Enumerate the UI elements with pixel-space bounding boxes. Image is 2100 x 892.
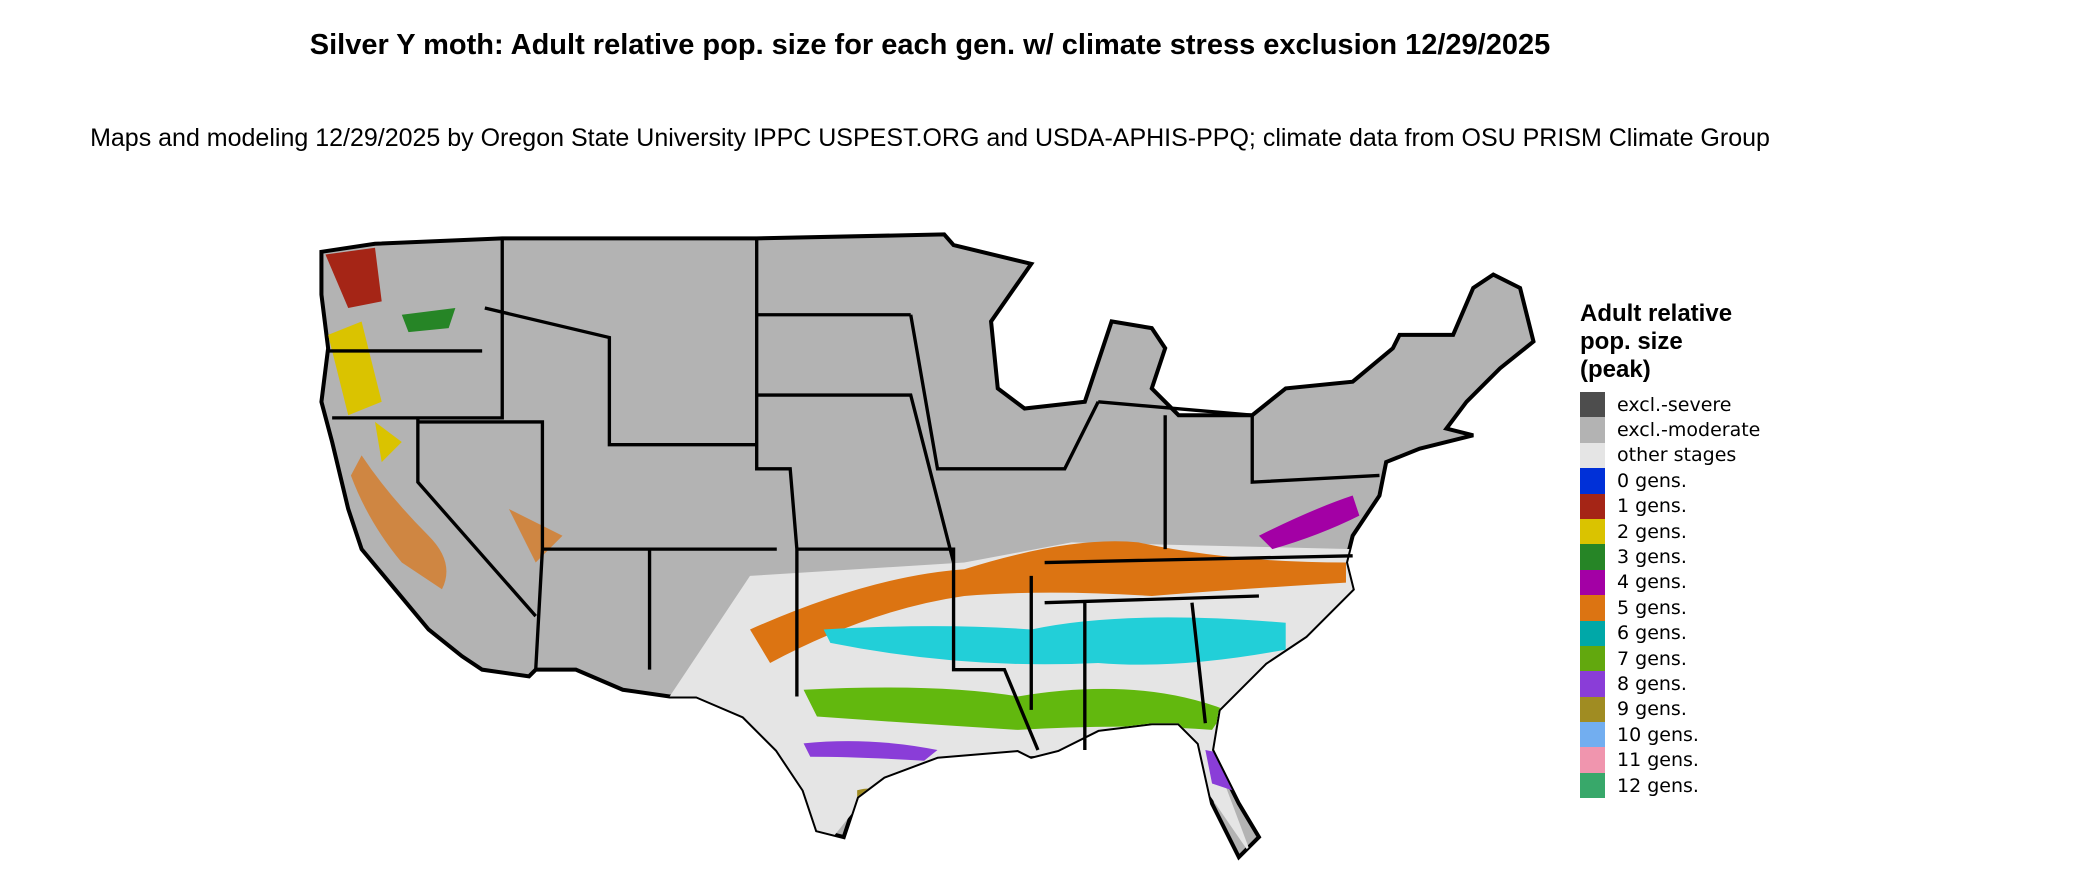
legend: Adult relative pop. size (peak) excl.-se…	[1580, 300, 1761, 799]
legend-label: 3 gens.	[1617, 546, 1687, 569]
legend-item: 0 gens.	[1580, 468, 1760, 494]
legend-label: excl.-severe	[1617, 393, 1732, 416]
legend-label: 11 gens.	[1617, 749, 1699, 772]
legend-label: 7 gens.	[1617, 647, 1687, 670]
legend-item: 6 gens.	[1580, 620, 1760, 646]
legend-item: 1 gens.	[1580, 493, 1760, 519]
legend-label: 5 gens.	[1617, 596, 1687, 619]
zone-west-1-gens	[325, 247, 382, 309]
legend-item: other stages	[1580, 442, 1760, 469]
legend-title: Adult relative pop. size (peak)	[1580, 300, 1760, 384]
legend-item: excl.-severe	[1580, 392, 1760, 418]
zone-8-gens	[803, 741, 1239, 791]
state-borders	[328, 238, 1380, 751]
legend-swatch	[1580, 747, 1605, 773]
legend-swatch	[1580, 493, 1605, 519]
legend-item: 4 gens.	[1580, 569, 1760, 596]
legend-item: 8 gens.	[1580, 671, 1760, 697]
legend-item: 9 gens.	[1580, 696, 1760, 723]
zone-6-gens	[823, 617, 1286, 665]
legend-swatch	[1580, 772, 1605, 799]
legend-item: 7 gens.	[1580, 645, 1760, 672]
legend-label: 12 gens.	[1617, 774, 1699, 797]
legend-item: 10 gens.	[1580, 722, 1760, 748]
legend-item: 5 gens.	[1580, 595, 1760, 621]
zone-5-gens	[750, 541, 1346, 663]
legend-swatch	[1580, 569, 1605, 596]
legend-item: 12 gens.	[1580, 772, 1760, 799]
legend-items: excl.-severe excl.-moderate other stages 0 …	[1580, 392, 1761, 799]
zone-7-gens	[803, 687, 1226, 730]
zone-4-gens	[1258, 495, 1360, 550]
legend-swatch	[1580, 595, 1605, 621]
zone-west-2-gens	[328, 321, 402, 463]
legend-label: other stages	[1617, 444, 1737, 467]
legend-label: 9 gens.	[1617, 698, 1687, 721]
legend-label: 0 gens.	[1617, 469, 1687, 492]
legend-item: 11 gens.	[1580, 747, 1760, 773]
legend-swatch	[1580, 392, 1605, 418]
legend-swatch	[1580, 645, 1605, 672]
legend-item: 2 gens.	[1580, 518, 1760, 545]
map-title: Silver Y moth: Adult relative pop. size …	[309, 29, 1551, 61]
legend-swatch	[1580, 417, 1605, 443]
legend-swatch	[1580, 696, 1605, 723]
legend-swatch	[1580, 468, 1605, 494]
legend-label: 8 gens.	[1617, 672, 1687, 695]
legend-label: 10 gens.	[1617, 723, 1699, 746]
legend-swatch	[1580, 620, 1605, 646]
zone-west-mixed	[350, 455, 563, 590]
legend-label: 2 gens.	[1617, 520, 1687, 543]
legend-swatch	[1580, 544, 1605, 570]
legend-label: 4 gens.	[1617, 571, 1687, 594]
legend-swatch	[1580, 442, 1605, 469]
legend-label: excl.-moderate	[1617, 419, 1761, 442]
legend-label: 1 gens.	[1617, 495, 1687, 518]
legend-item: excl.-moderate	[1580, 417, 1761, 443]
legend-swatch	[1580, 518, 1605, 545]
legend-item: 3 gens.	[1580, 544, 1760, 570]
map-subtitle: Maps and modeling 12/29/2025 by Oregon S…	[90, 124, 1770, 152]
zone-west-3-gens	[401, 308, 456, 333]
legend-label: 6 gens.	[1617, 622, 1687, 645]
legend-title-text: Adult relative pop. size (peak)	[1580, 300, 1733, 383]
legend-swatch	[1580, 722, 1605, 748]
legend-swatch	[1580, 671, 1605, 697]
